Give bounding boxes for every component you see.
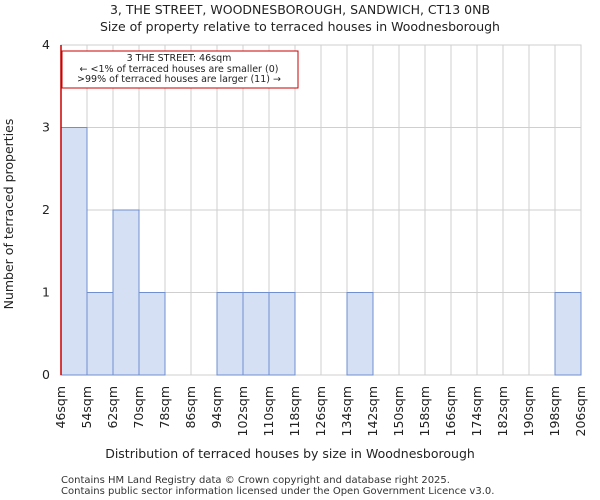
x-tick-label: 70sqm [131, 386, 146, 429]
annotation-line: ← <1% of terraced houses are smaller (0) [80, 64, 279, 75]
annotation-line: 3 THE STREET: 46sqm [127, 53, 232, 64]
x-tick-label: 174sqm [469, 386, 484, 436]
y-axis-label: Number of terraced properties [1, 119, 16, 310]
bar [216, 292, 244, 376]
x-tick-label: 94sqm [209, 386, 224, 429]
x-tick-label: 78sqm [157, 386, 172, 429]
footer-line-2: Contains public sector information licen… [61, 486, 494, 497]
bar [554, 292, 582, 376]
x-tick-label: 110sqm [261, 386, 276, 436]
bars-group [60, 127, 582, 376]
x-tick-label: 86sqm [183, 386, 198, 429]
y-tick-label: 2 [42, 202, 50, 217]
x-tick-label: 142sqm [365, 386, 380, 436]
x-tick-label: 190sqm [521, 386, 536, 436]
x-tick-label: 166sqm [443, 386, 458, 436]
bar [86, 292, 114, 376]
chart-title: 3, THE STREET, WOODNESBOROUGH, SANDWICH,… [110, 2, 490, 17]
y-tick-labels: 0 1 2 3 4 [42, 37, 50, 382]
y-tick-label: 0 [42, 367, 50, 382]
annotation-line: >99% of terraced houses are larger (11) … [77, 74, 281, 85]
x-tick-label: 46sqm [53, 386, 68, 429]
x-tick-label: 158sqm [417, 386, 432, 436]
y-tick-label: 1 [42, 285, 50, 300]
bar [60, 127, 88, 376]
x-tick-label: 150sqm [391, 386, 406, 436]
annotation-box [61, 50, 299, 89]
x-tick-label: 118sqm [287, 386, 302, 436]
bar [242, 292, 270, 376]
y-tick-label: 4 [42, 37, 50, 52]
chart-subtitle: Size of property relative to terraced ho… [100, 19, 500, 34]
x-tick-label: 182sqm [495, 386, 510, 436]
property-marker: 3 THE STREET: 46sqm← <1% of terraced hou… [60, 45, 299, 375]
y-tick-label: 3 [42, 120, 50, 135]
x-tick-label: 102sqm [235, 386, 250, 436]
x-tick-label: 62sqm [105, 386, 120, 429]
x-axis-label: Distribution of terraced houses by size … [105, 446, 475, 461]
x-tick-labels: 46sqm 54sqm 62sqm 70sqm 78sqm 86sqm 94sqm 102sq… [53, 386, 588, 436]
x-tick-label: 126sqm [313, 386, 328, 436]
bar [268, 292, 296, 376]
bar [138, 292, 166, 376]
bar [112, 209, 140, 376]
x-tick-label: 206sqm [573, 386, 588, 436]
x-tick-label: 134sqm [339, 386, 354, 436]
bar [346, 292, 374, 376]
footer-line-1: Contains HM Land Registry data © Crown c… [61, 475, 450, 486]
x-tick-label: 198sqm [547, 386, 562, 436]
x-tick-label: 54sqm [79, 386, 94, 429]
